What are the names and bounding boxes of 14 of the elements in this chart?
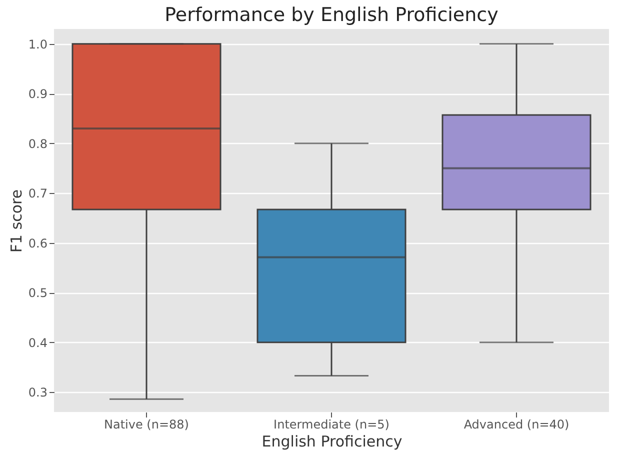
y-tick-label: 0.3 — [28, 386, 48, 400]
x-tick-label: Advanced (n=40) — [464, 418, 570, 432]
y-tick-label: 0.8 — [28, 136, 48, 151]
y-axis-title: F1 score — [7, 189, 26, 253]
y-tick-label: 0.5 — [28, 286, 48, 300]
y-tick-label: 0.6 — [28, 236, 48, 250]
y-tick-label: 0.9 — [28, 87, 48, 102]
y-tick-label: 0.7 — [28, 186, 48, 201]
x-tick-label: Native (n=88) — [104, 418, 189, 432]
chart-title: Performance by English Proficiency — [164, 4, 498, 26]
x-tick-label: Intermediate (n=5) — [274, 418, 390, 432]
x-axis-title: English Proficiency — [262, 432, 402, 450]
y-tick-label: 0.4 — [28, 336, 48, 350]
y-tick-label: 1.0 — [28, 37, 48, 52]
